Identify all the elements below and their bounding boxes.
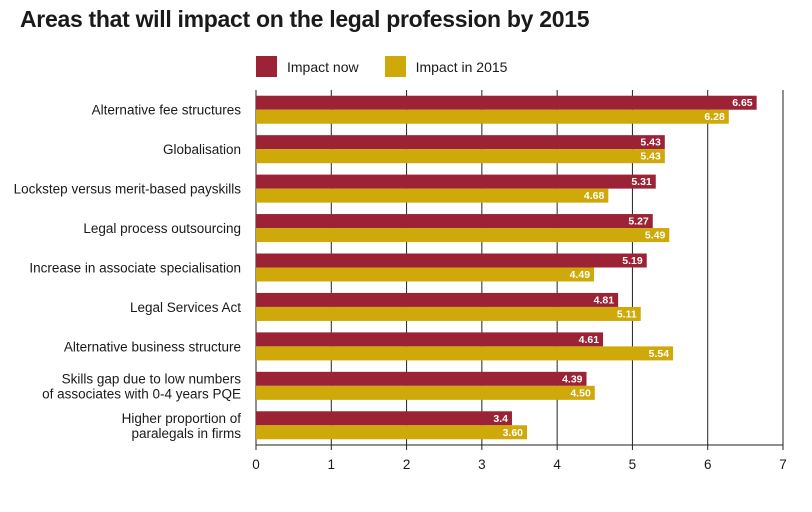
data-label-impact-now: 4.61 <box>579 334 600 346</box>
x-tick-label: 7 <box>779 457 787 472</box>
data-label-impact-now: 5.27 <box>628 216 649 228</box>
category-label: Legal process outsourcing <box>83 221 241 236</box>
data-label-impact-2015: 4.68 <box>584 190 605 202</box>
data-label-impact-2015: 3.60 <box>503 427 524 439</box>
bar-impact-now <box>256 292 619 307</box>
bar-impact-2015 <box>256 425 528 440</box>
x-tick-label: 3 <box>478 457 486 472</box>
x-tick-label: 0 <box>252 457 260 472</box>
data-label-impact-2015: 5.49 <box>645 230 666 242</box>
data-label-impact-2015: 5.54 <box>649 348 670 360</box>
x-tick-label: 6 <box>704 457 712 472</box>
bar-impact-2015 <box>256 306 641 321</box>
bar-impact-2015 <box>256 188 609 203</box>
legend-swatch-impact-2015 <box>384 56 406 77</box>
data-label-impact-now: 5.31 <box>631 176 652 188</box>
data-label-impact-now: 4.39 <box>562 373 583 385</box>
legend-swatch-impact-now <box>256 56 277 77</box>
data-label-impact-2015: 4.49 <box>570 269 591 281</box>
bar-impact-now <box>256 95 757 110</box>
legend: Impact now Impact in 2015 <box>256 56 533 77</box>
bar-impact-now <box>256 214 653 229</box>
category-label: Lockstep versus merit-based payskills <box>14 182 242 197</box>
bar-impact-2015 <box>256 109 729 124</box>
category-label: Alternative business structure <box>64 339 241 354</box>
data-label-impact-now: 5.43 <box>640 137 661 149</box>
x-tick-label: 4 <box>553 457 561 472</box>
data-label-impact-2015: 5.43 <box>640 151 661 163</box>
data-label-impact-2015: 5.11 <box>617 308 637 320</box>
bar-impact-now <box>256 174 656 189</box>
bar-impact-now <box>256 135 665 150</box>
category-label: Higher proportion of <box>122 411 242 426</box>
legend-item-impact-2015: Impact in 2015 <box>384 56 508 77</box>
category-label: Alternative fee structures <box>92 103 242 118</box>
legend-label-impact-2015: Impact in 2015 <box>415 58 508 75</box>
data-label-impact-now: 5.19 <box>622 255 643 267</box>
category-label: Skills gap due to low numbers <box>62 371 242 386</box>
category-label: Legal Services Act <box>130 300 241 315</box>
data-label-impact-2015: 6.28 <box>704 111 725 123</box>
bar-impact-2015 <box>256 149 665 164</box>
data-label-impact-now: 4.81 <box>594 294 615 306</box>
category-label: Globalisation <box>163 142 241 157</box>
legend-item-impact-now: Impact now <box>256 56 359 77</box>
bar-impact-2015 <box>256 385 595 400</box>
bar-impact-now <box>256 253 647 268</box>
data-label-impact-2015: 4.50 <box>570 387 591 399</box>
chart-title: Areas that will impact on the legal prof… <box>20 6 590 32</box>
bar-impact-now <box>256 332 604 347</box>
bar-impact-now <box>256 411 512 426</box>
data-label-impact-now: 3.4 <box>493 413 508 425</box>
bar-impact-2015 <box>256 267 595 282</box>
bar-impact-2015 <box>256 346 674 361</box>
category-label: paralegals in firms <box>131 426 241 441</box>
x-tick-label: 1 <box>328 457 336 472</box>
category-label: of associates with 0-4 years PQE <box>42 386 241 401</box>
x-tick-label: 5 <box>629 457 637 472</box>
x-tick-label: 2 <box>403 457 411 472</box>
bar-impact-now <box>256 371 587 386</box>
category-label: Increase in associate specialisation <box>29 261 241 276</box>
data-label-impact-now: 6.65 <box>732 97 753 109</box>
bar-impact-2015 <box>256 228 670 243</box>
legend-label-impact-now: Impact now <box>287 58 359 75</box>
